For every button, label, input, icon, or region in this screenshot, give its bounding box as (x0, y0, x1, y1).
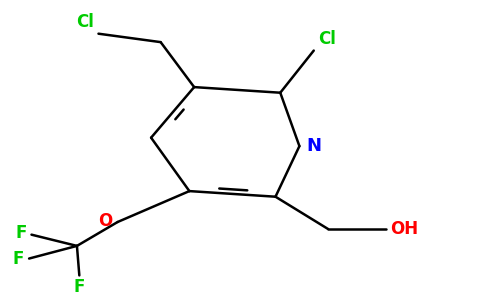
Text: OH: OH (390, 220, 419, 238)
Text: F: F (74, 278, 85, 296)
Text: Cl: Cl (76, 13, 94, 31)
Text: F: F (13, 250, 24, 268)
Text: O: O (99, 212, 113, 230)
Text: F: F (15, 224, 27, 242)
Text: Cl: Cl (318, 30, 336, 48)
Text: N: N (306, 137, 321, 155)
